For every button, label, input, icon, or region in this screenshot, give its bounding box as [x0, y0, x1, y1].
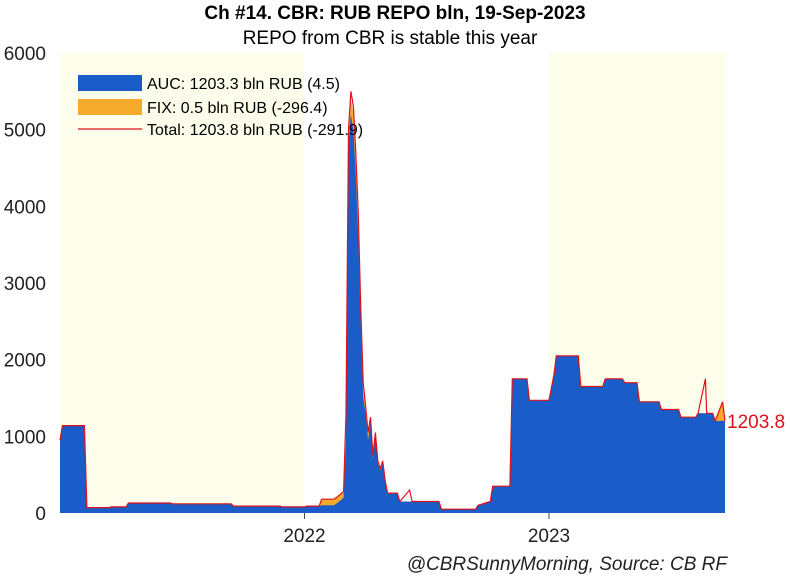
- legend-swatch-fix: [78, 99, 142, 115]
- legend: AUC: 1203.3 bln RUB (4.5) FIX: 0.5 bln R…: [78, 75, 363, 139]
- legend-label-fix: FIX: 0.5 bln RUB (-296.4): [147, 100, 328, 117]
- x-tick-label-2022: 2022: [283, 526, 325, 547]
- y-tick-label-0: 0: [35, 504, 46, 525]
- y-axis: 0 1000 2000 3000 4000 5000 6000: [4, 44, 46, 525]
- x-tick-label-2023: 2023: [528, 526, 570, 547]
- total-line: [59, 91, 726, 510]
- y-tick-label-2000: 2000: [4, 351, 46, 372]
- shaded-periods: [60, 53, 725, 513]
- x-axis: 2022 2023: [283, 513, 570, 547]
- shaded-period-0: [60, 53, 305, 513]
- y-tick-label-1000: 1000: [4, 427, 46, 448]
- y-tick-label-4000: 4000: [4, 197, 46, 218]
- last-value-label: 1203.8: [727, 412, 785, 433]
- y-tick-label-6000: 6000: [4, 44, 46, 65]
- legend-label-total: Total: 1203.8 bln RUB (-291.9): [147, 122, 363, 139]
- y-tick-label-5000: 5000: [4, 121, 46, 142]
- y-tick-label-3000: 3000: [4, 274, 46, 295]
- legend-swatch-auc: [78, 75, 142, 91]
- chart-subtitle: REPO from CBR is stable this year: [243, 28, 538, 49]
- legend-label-auc: AUC: 1203.3 bln RUB (4.5): [147, 76, 340, 93]
- source-credit: @CBRSunnyMorning, Source: CB RF: [407, 554, 729, 575]
- plot-area: [59, 53, 726, 514]
- auc-area: [60, 114, 725, 514]
- chart-title: Ch #14. CBR: RUB REPO bln, 19-Sep-2023: [204, 3, 585, 24]
